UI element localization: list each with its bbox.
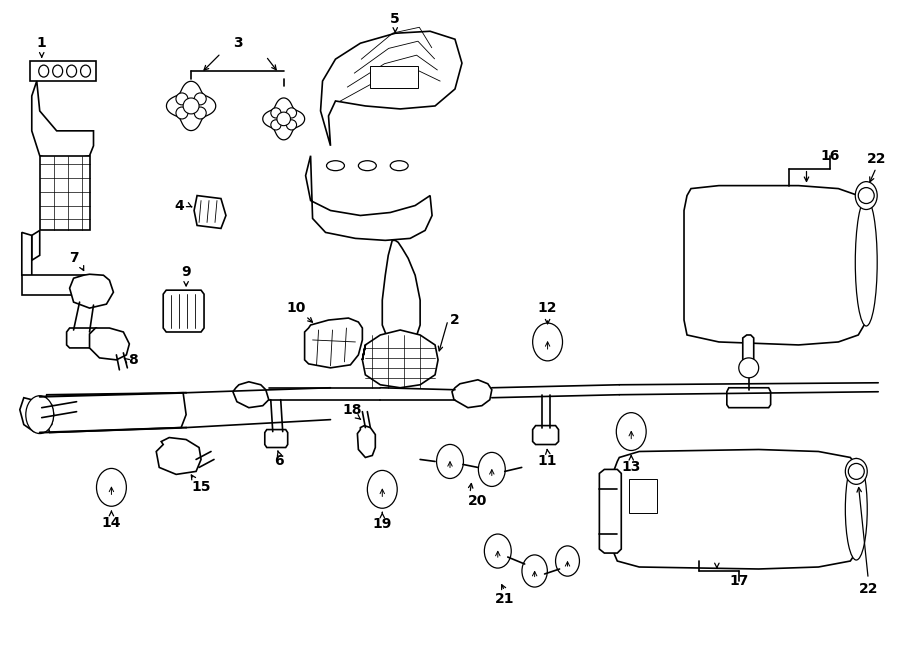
Text: 12: 12	[538, 301, 557, 315]
Polygon shape	[32, 81, 94, 161]
Ellipse shape	[855, 182, 878, 210]
Text: 11: 11	[538, 455, 557, 469]
Ellipse shape	[616, 412, 646, 451]
Polygon shape	[684, 186, 868, 345]
Polygon shape	[32, 231, 40, 260]
Text: 13: 13	[622, 461, 641, 475]
Text: 19: 19	[373, 517, 392, 531]
Polygon shape	[157, 438, 201, 475]
Circle shape	[176, 93, 188, 105]
Polygon shape	[67, 328, 100, 348]
Polygon shape	[615, 449, 859, 569]
Ellipse shape	[845, 459, 868, 560]
Ellipse shape	[391, 161, 409, 171]
Circle shape	[739, 358, 759, 378]
Ellipse shape	[855, 198, 878, 326]
Polygon shape	[194, 196, 226, 229]
Text: 9: 9	[181, 265, 191, 279]
Circle shape	[271, 120, 281, 130]
Ellipse shape	[367, 471, 397, 508]
Ellipse shape	[26, 396, 54, 434]
Polygon shape	[20, 398, 54, 432]
Text: 2: 2	[450, 313, 460, 327]
Circle shape	[286, 108, 297, 118]
Polygon shape	[304, 318, 363, 368]
Ellipse shape	[522, 555, 547, 587]
Circle shape	[176, 107, 188, 119]
Ellipse shape	[533, 323, 562, 361]
Ellipse shape	[39, 65, 49, 77]
Polygon shape	[742, 335, 753, 368]
Text: 8: 8	[129, 353, 139, 367]
Text: 17: 17	[729, 574, 749, 588]
Text: 22: 22	[867, 152, 886, 166]
Text: 3: 3	[233, 36, 243, 50]
Circle shape	[286, 120, 297, 130]
Polygon shape	[89, 328, 130, 360]
Text: 1: 1	[37, 36, 47, 50]
Bar	[370, 66, 418, 88]
Text: 10: 10	[286, 301, 305, 315]
Circle shape	[849, 463, 864, 479]
Circle shape	[859, 188, 874, 204]
Ellipse shape	[479, 452, 505, 486]
Polygon shape	[30, 61, 96, 81]
Ellipse shape	[53, 65, 63, 77]
Polygon shape	[599, 469, 621, 553]
Text: 22: 22	[859, 582, 878, 596]
Polygon shape	[40, 156, 89, 231]
Circle shape	[194, 93, 206, 105]
Polygon shape	[166, 81, 216, 131]
Polygon shape	[320, 31, 462, 146]
Polygon shape	[727, 388, 770, 408]
Polygon shape	[533, 426, 559, 444]
Ellipse shape	[555, 546, 580, 576]
Text: 18: 18	[343, 403, 362, 416]
Polygon shape	[382, 241, 420, 345]
Polygon shape	[265, 430, 288, 447]
Text: 7: 7	[68, 251, 78, 265]
Text: 21: 21	[495, 592, 515, 606]
Ellipse shape	[96, 469, 126, 506]
Text: 4: 4	[175, 198, 184, 213]
Text: 6: 6	[274, 455, 284, 469]
Polygon shape	[163, 290, 204, 332]
Polygon shape	[363, 330, 438, 388]
Circle shape	[277, 112, 291, 126]
Polygon shape	[22, 233, 32, 278]
Text: 15: 15	[192, 481, 211, 494]
Polygon shape	[22, 275, 94, 295]
Circle shape	[194, 107, 206, 119]
Ellipse shape	[67, 65, 76, 77]
Text: 14: 14	[102, 516, 122, 530]
Ellipse shape	[436, 444, 464, 479]
Ellipse shape	[327, 161, 345, 171]
Text: 16: 16	[821, 149, 840, 163]
Polygon shape	[452, 380, 491, 408]
Ellipse shape	[845, 459, 868, 485]
Text: 5: 5	[391, 13, 401, 26]
Text: 20: 20	[468, 494, 488, 508]
Circle shape	[271, 108, 281, 118]
Polygon shape	[233, 382, 269, 408]
Bar	[629, 479, 657, 513]
Ellipse shape	[484, 534, 511, 568]
Ellipse shape	[358, 161, 376, 171]
Polygon shape	[306, 156, 432, 241]
Polygon shape	[69, 274, 113, 308]
Circle shape	[183, 98, 199, 114]
Ellipse shape	[81, 65, 91, 77]
Polygon shape	[263, 98, 305, 140]
Polygon shape	[357, 426, 375, 457]
Polygon shape	[44, 393, 186, 432]
